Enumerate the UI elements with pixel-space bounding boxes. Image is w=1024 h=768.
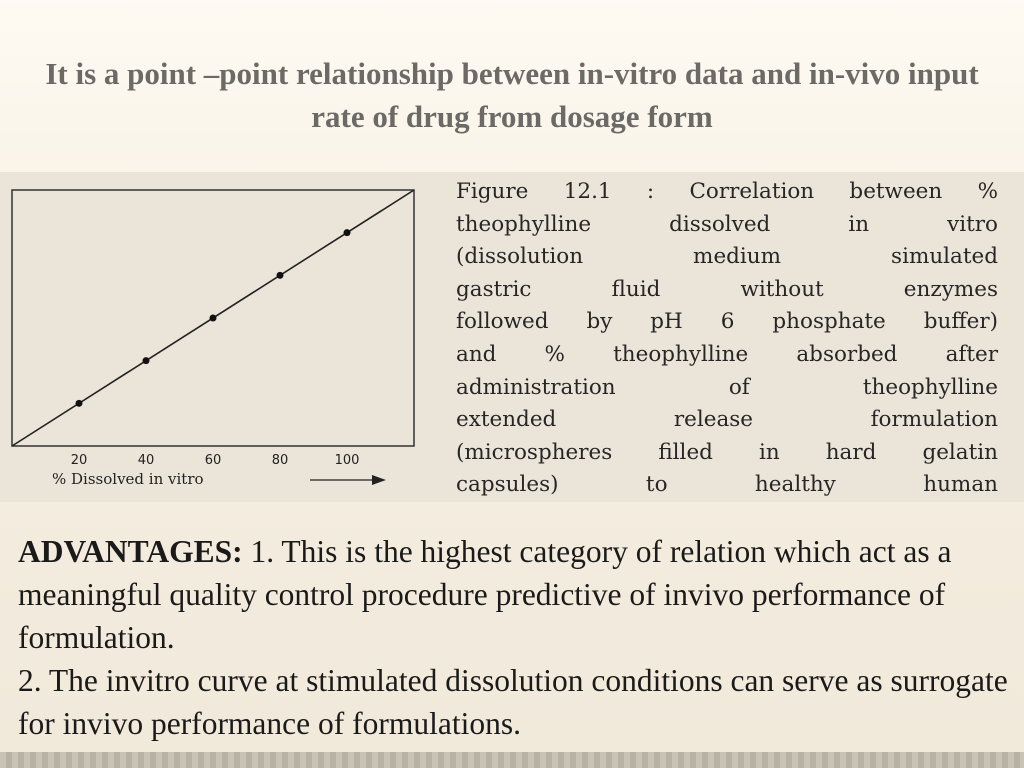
- data-point: [209, 314, 217, 322]
- chart-svg: 20 40 60 80 100 % Dissolved in vitro: [11, 189, 415, 488]
- axis-arrow-head: [372, 475, 386, 485]
- caption-line: gastric fluid without enzymes: [456, 276, 998, 302]
- x-tick-label: 80: [272, 453, 289, 468]
- caption-line: extended release formulation: [456, 407, 998, 433]
- advantages-heading: ADVANTAGES:: [18, 534, 243, 569]
- caption-line: and % theophylline absorbed after: [456, 341, 998, 367]
- advantage-item-1: 1. This is the highest category of relat…: [18, 534, 952, 655]
- plot-frame: [11, 189, 415, 447]
- caption-line: followed by pH 6 phosphate buffer): [456, 309, 998, 335]
- figure-panel: [0, 172, 1024, 502]
- caption-line: administration of theophylline: [456, 374, 998, 400]
- caption-line: Figure 12.1 : Correlation between %: [456, 179, 998, 204]
- advantages-text: ADVANTAGES: 1. This is the highest categ…: [18, 530, 1012, 745]
- caption-line: capsules) to healthy human: [456, 472, 998, 498]
- figure-caption: Figure 12.1 : Correlation between % theop…: [456, 176, 998, 502]
- x-tick-label: 100: [335, 453, 360, 468]
- data-point: [343, 229, 351, 237]
- bottom-decoration: [0, 752, 1024, 768]
- x-tick-label: 60: [205, 453, 222, 468]
- correlation-chart: 20 40 60 80 100 % Dissolved in vitro: [0, 174, 440, 504]
- data-point: [276, 271, 284, 279]
- data-point: [75, 399, 83, 407]
- caption-line: theophylline dissolved in vitro: [456, 211, 998, 237]
- x-axis-label: % Dissolved in vitro: [52, 470, 204, 488]
- advantage-item-2: 2. The invitro curve at stimulated disso…: [18, 663, 1008, 741]
- caption-line: (microspheres filled in hard gelatin: [456, 439, 998, 465]
- slide-title: It is a point –point relationship betwee…: [45, 56, 979, 134]
- data-point: [142, 357, 150, 365]
- caption-line: (dissolution medium simulated: [456, 244, 998, 270]
- x-tick-label: 20: [71, 453, 88, 468]
- x-tick-label: 40: [138, 453, 155, 468]
